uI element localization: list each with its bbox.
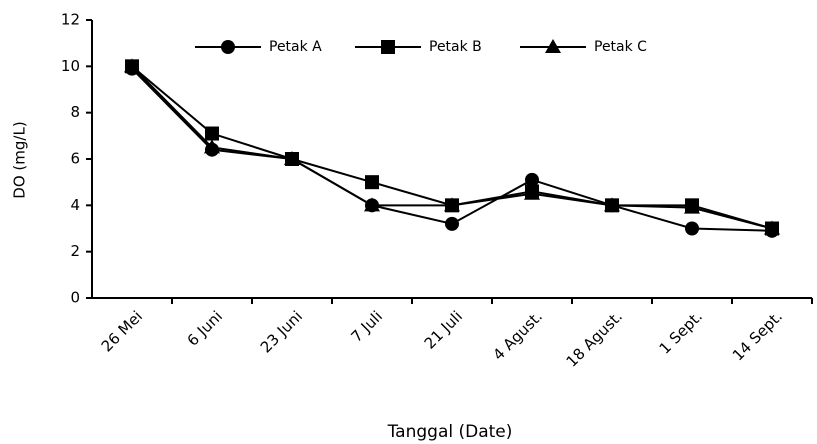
y-tick-label: 10 xyxy=(61,57,80,75)
marker xyxy=(125,59,139,74)
y-axis-title: DO (mg/L) xyxy=(11,121,29,198)
marker xyxy=(525,172,539,187)
marker xyxy=(205,126,219,141)
marker xyxy=(381,40,395,54)
marker xyxy=(221,40,235,54)
y-tick-label: 6 xyxy=(70,150,80,168)
legend-label: Petak C xyxy=(594,39,647,55)
marker xyxy=(685,221,699,236)
legend-label: Petak A xyxy=(269,39,322,55)
marker xyxy=(445,198,459,213)
x-tick-label: 4 Agust. xyxy=(489,307,546,364)
y-tick-label: 8 xyxy=(70,103,80,121)
y-tick-label: 4 xyxy=(70,196,80,214)
marker xyxy=(685,198,699,213)
x-tick-label: 21 Juli xyxy=(421,307,466,352)
x-tick-label: 1 Sept. xyxy=(656,307,706,357)
y-tick-label: 12 xyxy=(61,11,80,29)
marker xyxy=(445,216,459,231)
y-tick-label: 0 xyxy=(70,289,80,307)
marker xyxy=(365,198,379,213)
marker xyxy=(545,39,561,53)
x-tick-label: 6 Juni xyxy=(184,307,226,349)
x-tick-label: 23 Juni xyxy=(257,307,306,356)
marker xyxy=(285,152,299,166)
x-tick-label: 26 Mei xyxy=(98,307,146,355)
marker xyxy=(205,142,219,157)
y-tick-label: 2 xyxy=(70,242,80,260)
marker xyxy=(365,175,379,190)
marker xyxy=(605,198,619,213)
marker xyxy=(525,184,539,199)
marker xyxy=(765,221,779,236)
legend-label: Petak B xyxy=(429,39,482,55)
x-tick-label: 7 Juli xyxy=(347,307,386,346)
x-axis-title: Tanggal (Date) xyxy=(387,422,513,442)
x-tick-label: 14 Sept. xyxy=(729,307,786,364)
x-tick-label: 18 Agust. xyxy=(563,307,626,370)
